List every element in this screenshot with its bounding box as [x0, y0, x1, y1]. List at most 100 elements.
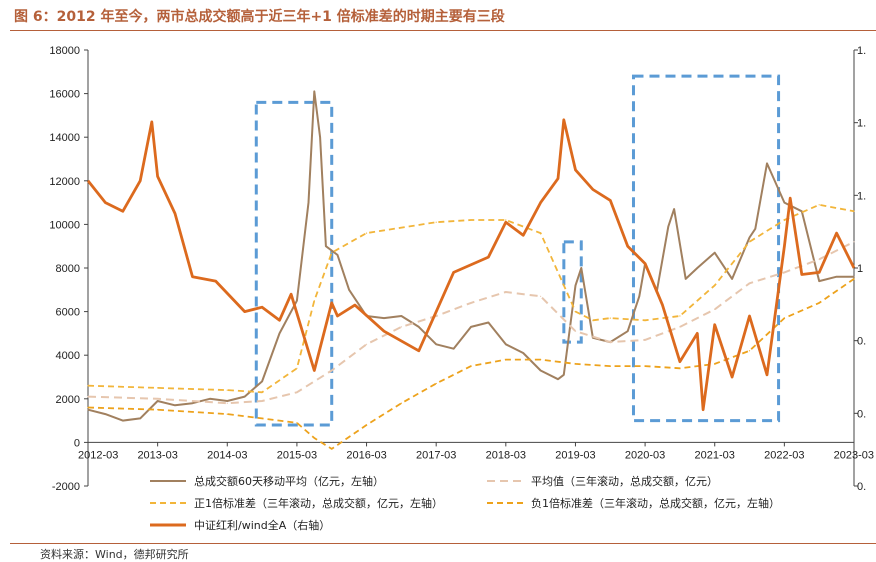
- highlight-box-1: [254, 100, 334, 427]
- series-3-point: [714, 284, 716, 286]
- series-4-point: [644, 365, 646, 367]
- series-5-point: [836, 232, 838, 234]
- series-4-point: [313, 437, 315, 439]
- x-tick-label: 2020-03: [625, 449, 665, 461]
- series-1-point: [226, 400, 228, 402]
- series-2-point: [540, 295, 542, 297]
- right-tick-label: 1.: [857, 45, 866, 57]
- series-1-point: [104, 413, 106, 415]
- series-4-point: [818, 302, 820, 304]
- series-1-point: [418, 326, 420, 328]
- series-2-point: [574, 330, 577, 332]
- series-1-point: [383, 317, 385, 319]
- left-tick-label: 6000: [56, 307, 80, 319]
- right-tick-label: 1: [857, 263, 863, 275]
- series-4-point: [400, 402, 402, 404]
- series-5-point: [679, 361, 681, 363]
- series-1-point: [667, 226, 669, 228]
- series-1-point: [139, 417, 141, 419]
- series-1-point: [766, 162, 768, 164]
- right-tick-label: 0.: [857, 408, 866, 420]
- series-3-point: [540, 232, 542, 234]
- left-tick-label: 4000: [56, 350, 80, 362]
- series-1-point: [453, 348, 455, 350]
- series-1-point: [818, 280, 820, 282]
- series-5-point: [563, 119, 565, 121]
- series-3-point: [748, 241, 751, 243]
- series-1-point: [540, 369, 542, 372]
- series-4-point: [714, 363, 716, 365]
- series-1-point: [348, 289, 350, 291]
- series-5-point: [174, 212, 176, 215]
- series-5-point: [661, 304, 664, 306]
- series-3-point: [261, 391, 263, 393]
- source-note: 资料来源：Wind，德邦研究所: [40, 548, 189, 561]
- series-line-4: [87, 278, 855, 450]
- series-1-point: [87, 409, 89, 411]
- highlight-box-3: [631, 74, 781, 423]
- series-1-point: [783, 202, 786, 204]
- x-tick-label: 2021-03: [695, 449, 735, 461]
- series-4-point: [540, 359, 542, 361]
- series-3-point: [783, 219, 786, 221]
- series-4-point: [331, 448, 333, 450]
- series-1-point: [580, 267, 582, 269]
- series-3-point: [226, 389, 228, 391]
- series-5-point: [731, 376, 733, 378]
- series-5-point: [331, 302, 333, 304]
- series-4-point: [748, 350, 751, 352]
- x-tick-label: 2022-03: [764, 449, 804, 461]
- series-3-point: [592, 319, 594, 321]
- series-5-point: [644, 263, 646, 265]
- left-tick-label: 0: [74, 437, 80, 449]
- series-4-point: [853, 278, 855, 280]
- right-tick-label: 0.: [857, 336, 866, 348]
- legend-label-2: 平均值（三年滚动，总成交额，亿元）: [531, 474, 718, 488]
- left-tick-label: 16000: [49, 89, 80, 101]
- series-1-point: [487, 321, 489, 324]
- right-tick-label: 0.: [857, 481, 866, 493]
- series-5-point: [354, 304, 356, 306]
- series-4-point: [365, 424, 368, 426]
- series-1-point: [505, 343, 507, 345]
- left-tick-label: 18000: [49, 45, 80, 57]
- highlight-box-2: [562, 240, 583, 344]
- series-1-point: [754, 228, 756, 230]
- series-1-point: [307, 202, 310, 204]
- series-2-point: [679, 326, 681, 328]
- series-1-point: [673, 208, 675, 210]
- series-line-3: [87, 203, 855, 394]
- series-3-point: [609, 317, 611, 319]
- series-1-point: [748, 236, 751, 239]
- series-4-point: [609, 365, 611, 367]
- left-tick-label: -2000: [52, 481, 80, 493]
- series-5-point: [557, 178, 559, 180]
- series-5-point: [453, 271, 455, 273]
- series-4-point: [261, 417, 263, 419]
- series-3-point: [365, 232, 368, 234]
- series-5-point: [418, 350, 420, 352]
- left-tick-label: 2000: [56, 394, 80, 406]
- series-2-point: [644, 339, 646, 341]
- series-2-point: [261, 400, 263, 402]
- series-1-point: [319, 136, 321, 138]
- left-tick-label: 14000: [49, 132, 80, 144]
- series-5-point: [191, 276, 194, 278]
- series-1-point: [557, 378, 559, 380]
- x-tick-label: 2017-03: [416, 449, 456, 461]
- series-5-point: [627, 245, 629, 247]
- series-5-point: [609, 199, 611, 201]
- series-1-point: [574, 284, 577, 286]
- series-1-point: [209, 398, 211, 400]
- series-5-point: [592, 188, 594, 191]
- series-3-point: [157, 387, 159, 389]
- series-5-point: [748, 315, 751, 317]
- legend-label-4: 负1倍标准差（三年滚动，总成交额，亿元，左轴）: [531, 496, 780, 510]
- left-tick-label: 10000: [49, 219, 80, 231]
- series-5-point: [540, 202, 542, 204]
- series-5-point: [139, 180, 141, 182]
- left-tick-label: 8000: [56, 263, 80, 275]
- series-1-point: [853, 276, 855, 278]
- x-tick-label: 2016-03: [346, 449, 386, 461]
